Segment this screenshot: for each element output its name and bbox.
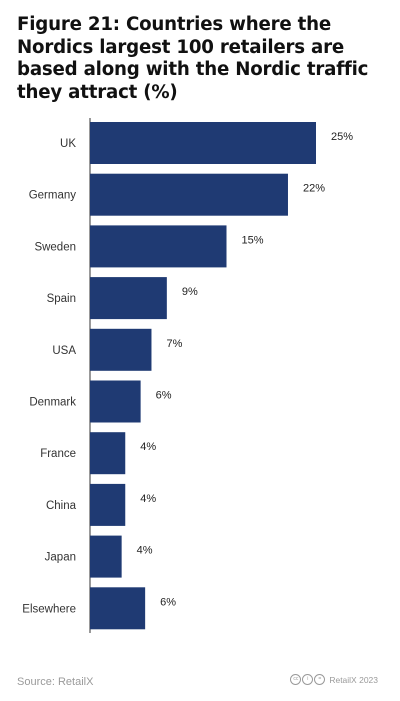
data-label: 9% [182,286,198,298]
category-label: Denmark [29,397,76,409]
category-label: Japan [45,552,76,564]
bar-france [90,432,126,475]
data-label: 4% [137,545,153,557]
bar-elsewhere [90,587,146,630]
bar-spain [90,277,167,320]
category-label: Spain [47,293,76,305]
category-label: Elsewhere [22,603,76,615]
data-label: 4% [140,441,156,453]
data-label: 22% [303,183,325,195]
category-label: Germany [29,190,77,202]
category-label: USA [52,345,76,357]
by-icon: i [302,674,314,685]
category-label: China [46,500,77,512]
bar-germany [90,173,288,216]
bar-uk [90,122,316,164]
credit: cc i = RetailX 2023 [290,674,378,685]
nd-icon: = [314,674,326,685]
category-label: France [40,448,76,460]
chart-title: Figure 21: Countries where the Nordics l… [17,14,369,103]
data-label: 6% [160,596,176,608]
data-label: 15% [242,234,264,246]
cc-icon: cc [290,674,302,685]
category-label: UK [60,138,76,150]
bar-sweden [90,225,227,268]
data-label: 7% [166,338,182,350]
data-label: 4% [140,493,156,505]
category-label: Sweden [34,241,76,253]
data-label: 6% [156,390,172,402]
license-icons: cc i = [290,674,326,685]
bar-japan [90,535,122,578]
credit-text: RetailX 2023 [329,674,378,685]
source-text: Source: RetailX [17,676,94,688]
bar-usa [90,328,152,371]
bar-denmark [90,380,141,423]
data-label: 25% [331,131,353,143]
bar-china [90,483,126,526]
